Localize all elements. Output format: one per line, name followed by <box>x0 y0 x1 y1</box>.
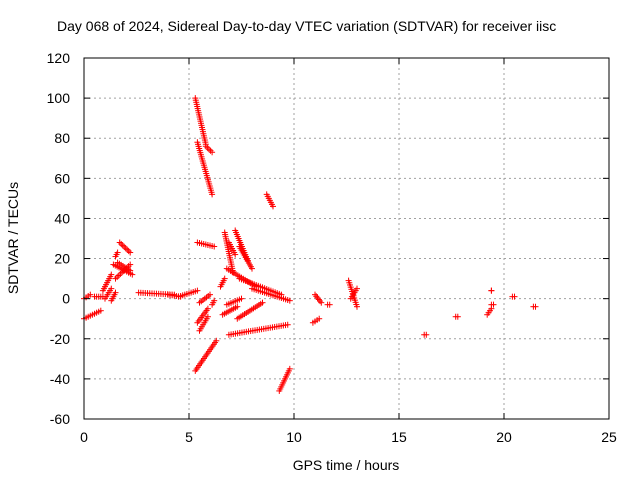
y-tick-label: 100 <box>47 90 71 106</box>
data-point <box>511 293 518 300</box>
x-tick-label: 5 <box>185 429 193 445</box>
data-point <box>286 297 293 304</box>
data-point <box>284 321 291 328</box>
data-point <box>112 289 119 296</box>
y-tick-label: 80 <box>54 130 70 146</box>
data-point <box>238 295 245 302</box>
y-tick-label: 40 <box>54 210 70 226</box>
y-tick-label: 20 <box>54 251 70 267</box>
data-point <box>127 249 134 256</box>
chart-title: Day 068 of 2024, Sidereal Day-to-day VTE… <box>57 18 556 34</box>
y-tick-label: -40 <box>50 371 70 387</box>
data-point <box>221 275 228 282</box>
data-point <box>129 271 136 278</box>
x-tick-label: 20 <box>496 429 512 445</box>
data-point <box>209 149 216 156</box>
axis-ticks: -60 -40 -20 0 20 40 60 80 100 120 0 5 10 15 20 25 <box>47 50 617 445</box>
data-point <box>204 305 211 312</box>
data-point <box>211 297 218 304</box>
data-point <box>114 249 121 256</box>
data-point <box>354 303 360 310</box>
data-point <box>108 285 115 292</box>
data-point <box>316 315 323 322</box>
data-point <box>108 271 115 278</box>
data-point <box>318 299 325 306</box>
data-point <box>234 303 241 310</box>
x-axis-label: GPS time / hours <box>293 457 400 473</box>
data-point <box>127 267 134 274</box>
plot-frame <box>83 57 610 420</box>
data-point <box>87 291 94 298</box>
y-tick-label: -20 <box>50 331 70 347</box>
data-point <box>211 243 218 250</box>
data-point <box>127 261 134 268</box>
data-point <box>286 365 293 372</box>
grid-lines <box>84 58 609 419</box>
data-point <box>209 191 216 198</box>
data-point <box>204 313 211 320</box>
y-tick-label: 60 <box>54 170 70 186</box>
data-point <box>488 287 495 294</box>
y-axis-label: SDTVAR / TECUs <box>5 182 21 294</box>
y-tick-label: 120 <box>47 50 71 66</box>
data-point <box>213 337 220 344</box>
data-point <box>249 265 255 272</box>
data-point <box>532 303 539 310</box>
x-tick-label: 15 <box>391 429 407 445</box>
data-point <box>354 285 360 292</box>
data-point <box>97 307 104 314</box>
data-point <box>207 291 213 298</box>
data-point <box>423 331 430 338</box>
x-tick-label: 25 <box>601 429 617 445</box>
x-tick-label: 10 <box>286 429 302 445</box>
data-point <box>454 313 461 320</box>
y-tick-label: 0 <box>62 291 70 307</box>
y-tick-label: -60 <box>50 411 70 427</box>
x-tick-label: 0 <box>80 429 88 445</box>
data-point <box>259 299 266 306</box>
data-point <box>232 251 239 258</box>
data-point <box>270 203 276 210</box>
data-point <box>490 301 497 308</box>
data-point <box>326 301 333 308</box>
data-point <box>194 287 201 294</box>
